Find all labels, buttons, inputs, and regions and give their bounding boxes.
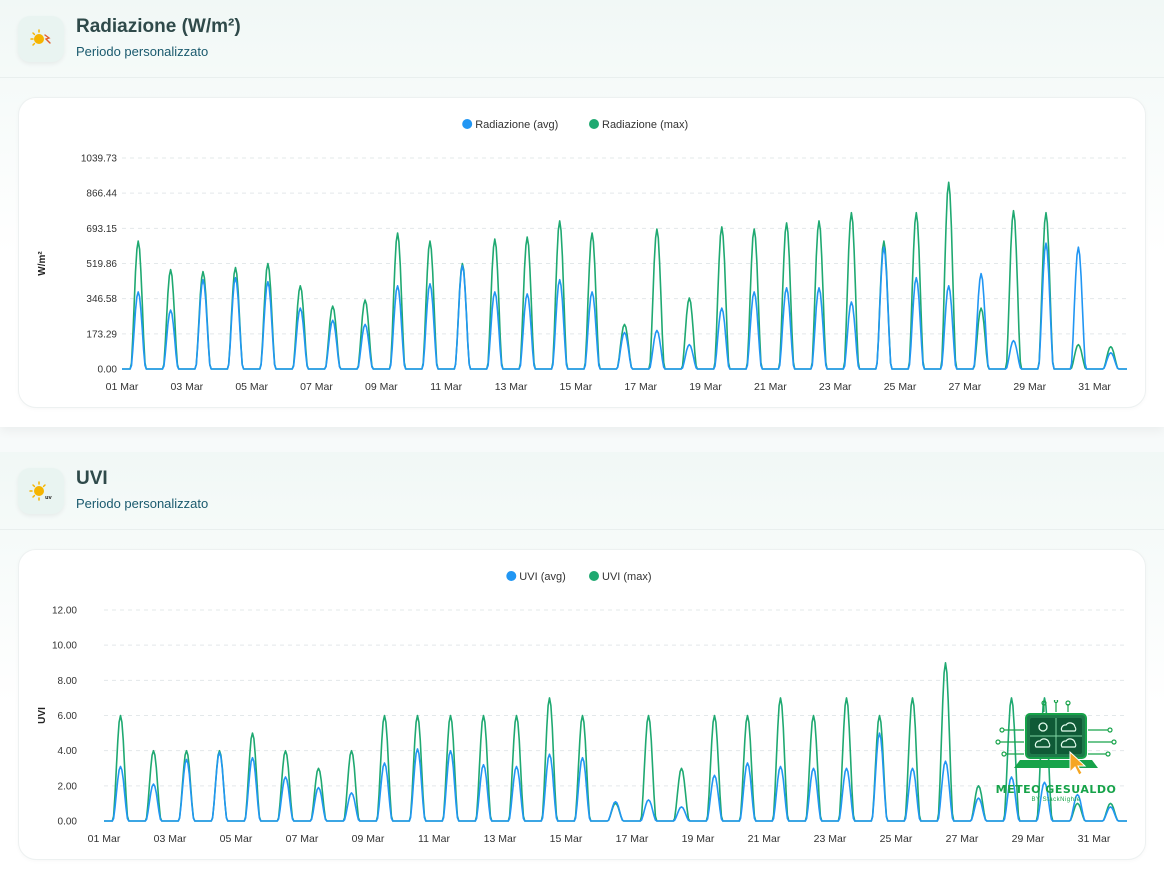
x-tick-label: 13 Mar <box>495 381 528 393</box>
y-tick-label: 6.00 <box>58 711 78 722</box>
y-tick-label: 1039.73 <box>81 154 118 165</box>
x-tick-label: 13 Mar <box>484 833 517 845</box>
page-title: Radiazione (W/m²) <box>76 16 241 37</box>
x-tick-label: 25 Mar <box>884 381 917 393</box>
legend-label[interactable]: UVI (max) <box>602 571 652 583</box>
x-tick-label: 11 Mar <box>418 833 450 845</box>
legend-label[interactable]: UVI (avg) <box>519 571 565 583</box>
x-tick-label: 05 Mar <box>235 381 268 393</box>
x-tick-label: 31 Mar <box>1078 381 1111 393</box>
legend-label[interactable]: Radiazione (max) <box>602 119 688 131</box>
y-tick-label: 519.86 <box>86 259 117 270</box>
x-tick-label: 27 Mar <box>949 381 982 393</box>
sun-radiation-icon <box>18 16 64 62</box>
y-tick-label: 0.00 <box>98 365 118 376</box>
uvi-panel: uv UVI Periodo personalizzato UVI (avg) U… <box>0 452 1164 875</box>
x-tick-label: 23 Mar <box>814 833 847 845</box>
x-tick-label: 19 Mar <box>682 833 715 845</box>
uvi-panel-header: uv UVI Periodo personalizzato <box>0 452 1164 530</box>
period-label: Periodo personalizzato <box>76 44 209 59</box>
x-tick-label: 01 Mar <box>106 381 139 393</box>
uvi-chart-card: UVI (avg) UVI (max) 0.00 2.00 4.00 6.00 8.00 10… <box>18 549 1146 860</box>
logo-subtitle: BY StackNighte <box>1031 797 1081 803</box>
x-tick-label: 21 Mar <box>748 833 781 845</box>
series-line[interactable] <box>104 732 1127 822</box>
y-tick-label: 693.15 <box>86 224 117 235</box>
y-axis-label: UVI <box>37 707 48 724</box>
x-tick-label: 09 Mar <box>365 381 398 393</box>
meteo-gesualdo-logo: METEO GESUALDO BY StackNighte <box>994 700 1118 810</box>
x-tick-label: 21 Mar <box>754 381 787 393</box>
legend-marker[interactable] <box>589 571 599 581</box>
x-tick-label: 19 Mar <box>689 381 722 393</box>
y-tick-label: 8.00 <box>58 676 78 687</box>
x-tick-label: 17 Mar <box>624 381 657 393</box>
x-tick-label: 03 Mar <box>170 381 203 393</box>
x-tick-label: 25 Mar <box>880 833 913 845</box>
radiation-panel-header: Radiazione (W/m²) Periodo personalizzato <box>0 0 1164 78</box>
x-tick-label: 09 Mar <box>352 833 385 845</box>
svg-text:uv: uv <box>45 495 53 501</box>
y-tick-label: 866.44 <box>86 189 117 200</box>
y-tick-label: 346.58 <box>86 294 117 305</box>
y-tick-label: 2.00 <box>58 781 78 792</box>
x-tick-label: 29 Mar <box>1012 833 1045 845</box>
period-label: Periodo personalizzato <box>76 496 209 511</box>
page-title: UVI <box>76 468 108 489</box>
radiation-chart[interactable]: Radiazione (avg) Radiazione (max) 0.00 173.… <box>19 98 1147 409</box>
y-tick-label: 173.29 <box>86 329 117 340</box>
y-axis-label: W/m² <box>37 251 48 276</box>
radiation-chart-card: Radiazione (avg) Radiazione (max) 0.00 173.… <box>18 97 1146 408</box>
laptop-weather-logo-icon <box>995 700 1117 776</box>
legend-marker[interactable] <box>589 119 599 129</box>
y-tick-label: 10.00 <box>52 641 77 652</box>
series-line[interactable] <box>122 242 1127 370</box>
x-tick-label: 27 Mar <box>946 833 979 845</box>
sun-uv-icon: uv <box>18 468 64 514</box>
legend-marker[interactable] <box>506 571 517 581</box>
x-tick-label: 29 Mar <box>1013 381 1046 393</box>
x-tick-label: 23 Mar <box>819 381 852 393</box>
logo-title: METEO GESUALDO <box>995 783 1117 796</box>
x-tick-label: 03 Mar <box>154 833 187 845</box>
x-tick-label: 17 Mar <box>616 833 649 845</box>
radiation-panel: Radiazione (W/m²) Periodo personalizzato… <box>0 0 1164 427</box>
x-tick-label: 31 Mar <box>1078 833 1111 845</box>
x-tick-label: 01 Mar <box>88 833 121 845</box>
y-tick-label: 0.00 <box>58 817 78 828</box>
x-tick-label: 05 Mar <box>220 833 253 845</box>
y-tick-label: 4.00 <box>58 746 78 757</box>
uvi-chart[interactable]: UVI (avg) UVI (max) 0.00 2.00 4.00 6.00 8.00 10… <box>19 550 1147 861</box>
x-tick-label: 07 Mar <box>286 833 319 845</box>
x-tick-label: 15 Mar <box>550 833 583 845</box>
x-tick-label: 11 Mar <box>430 381 462 393</box>
x-tick-label: 15 Mar <box>560 381 593 393</box>
legend-label[interactable]: Radiazione (avg) <box>475 119 558 131</box>
y-tick-label: 12.00 <box>52 606 77 617</box>
x-tick-label: 07 Mar <box>300 381 333 393</box>
legend-marker[interactable] <box>462 119 473 129</box>
